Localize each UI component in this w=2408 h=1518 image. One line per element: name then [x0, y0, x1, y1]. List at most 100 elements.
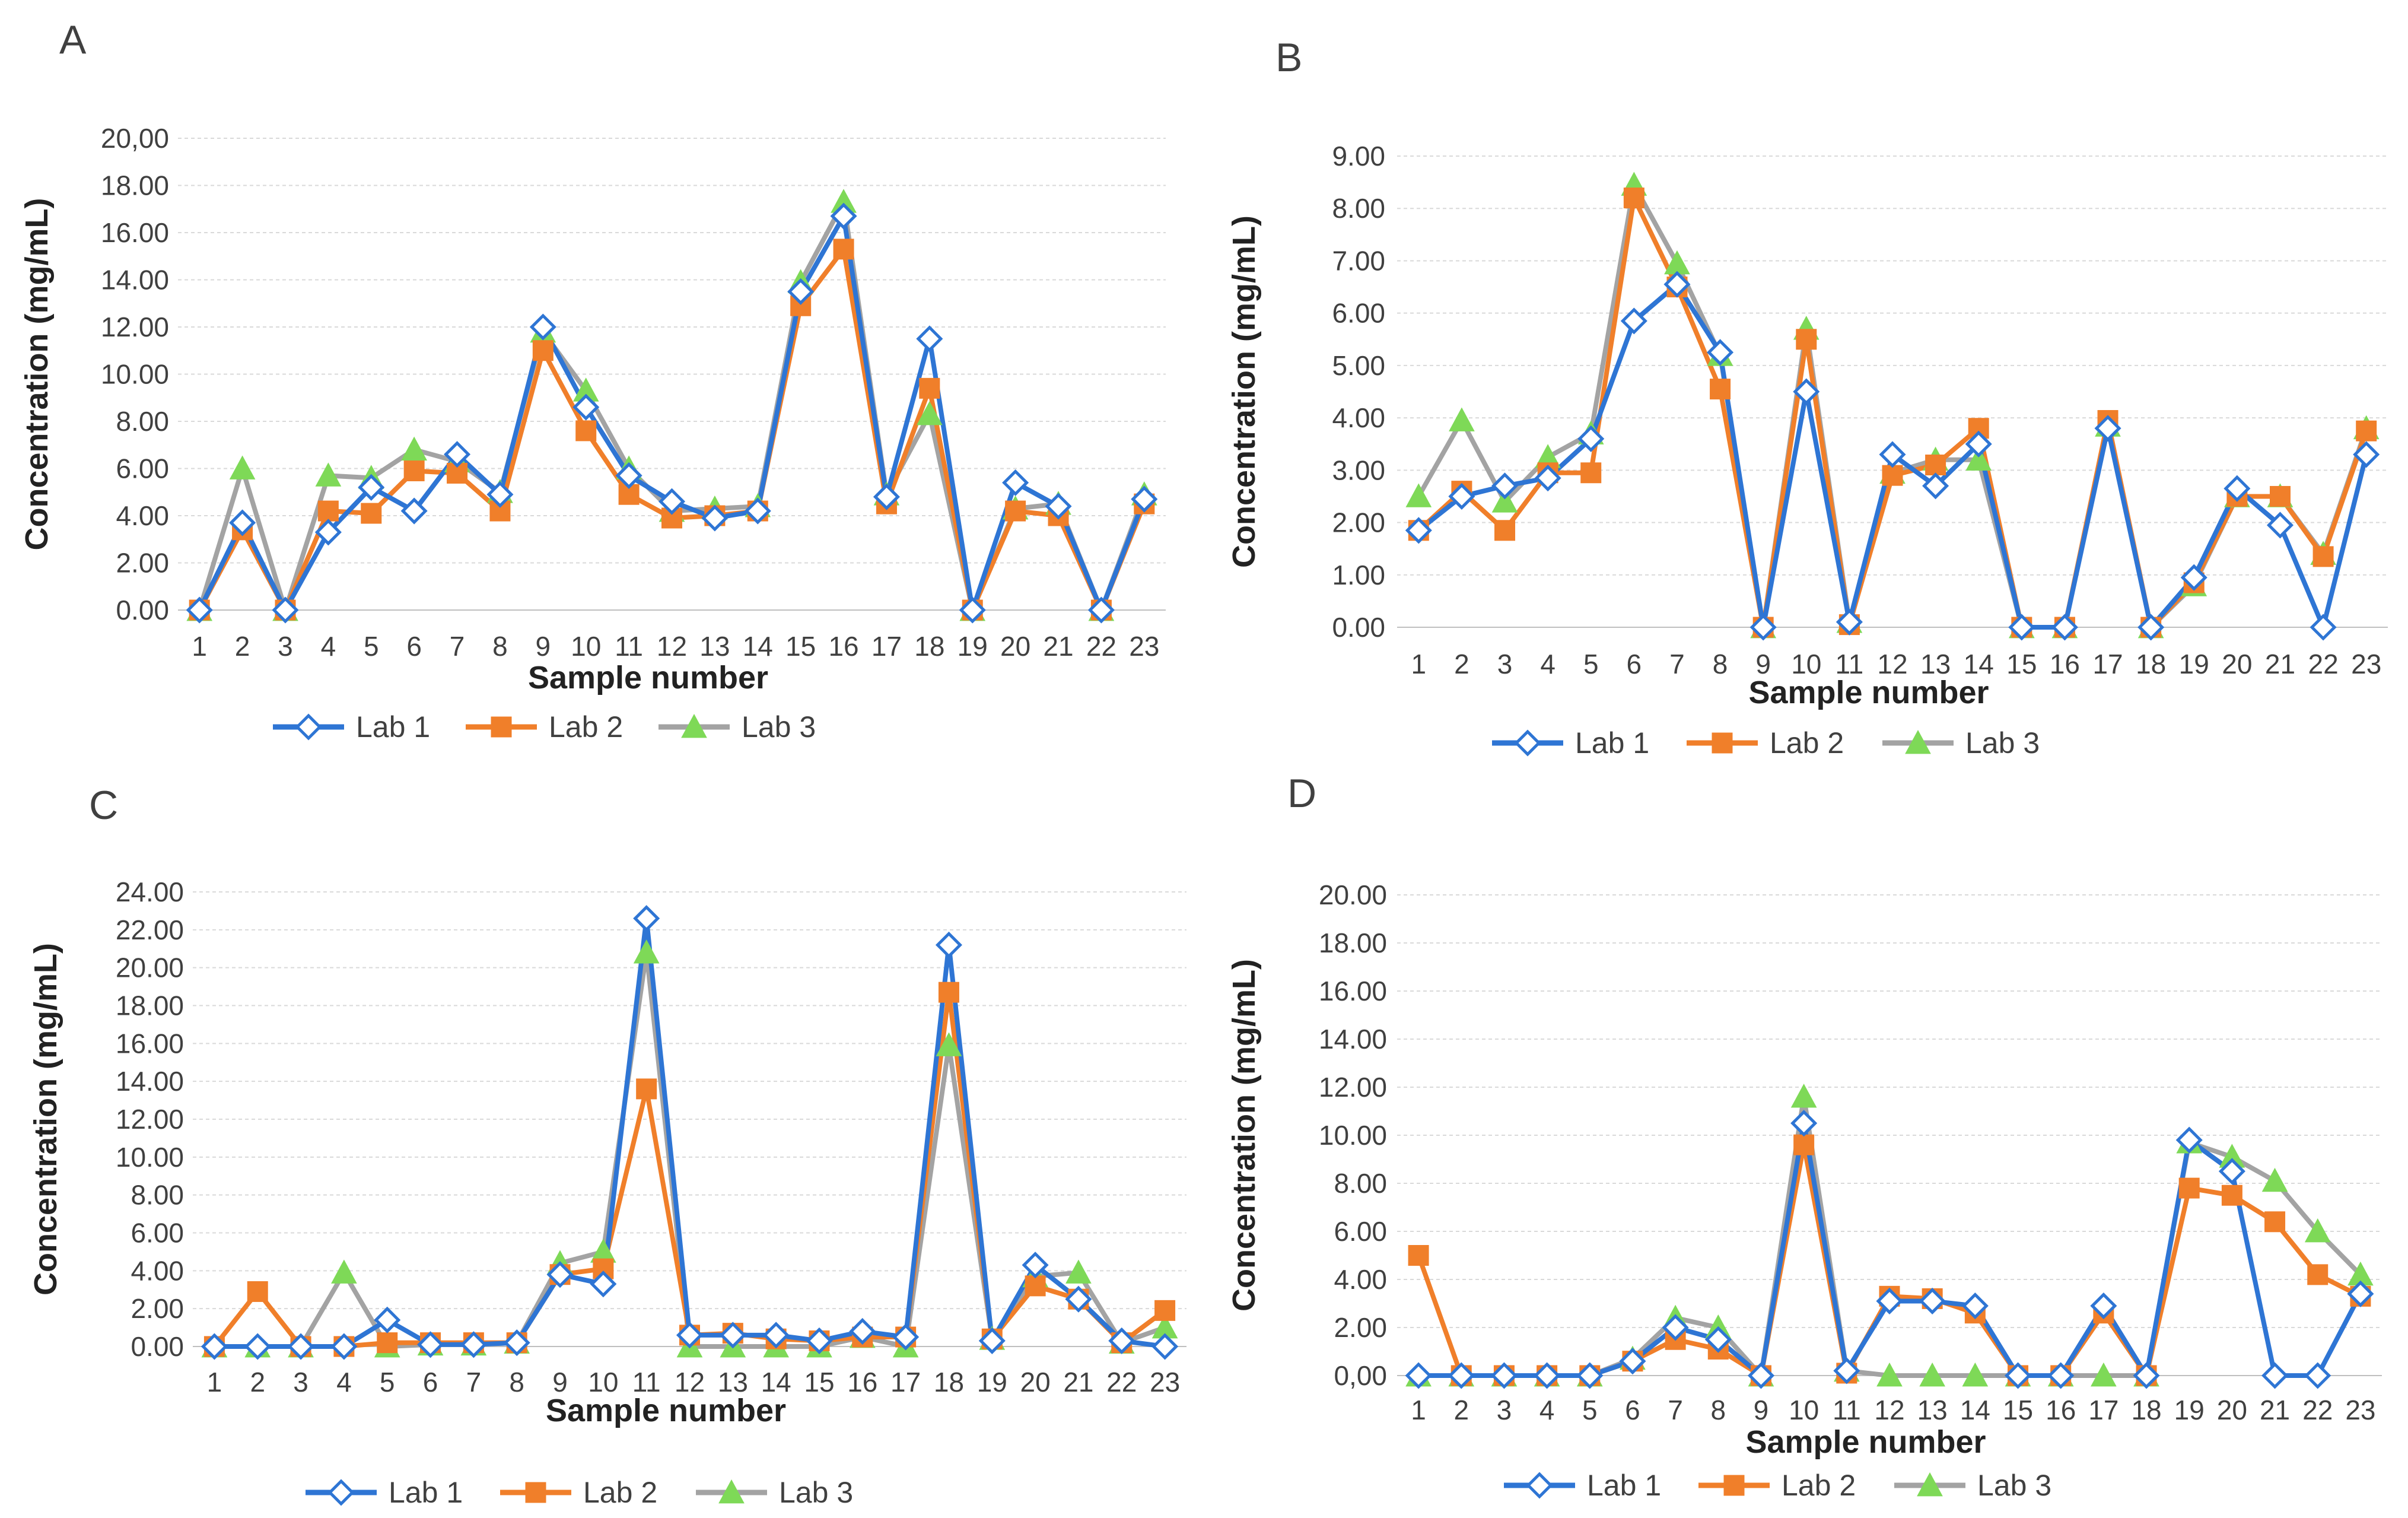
chart-a-legend-item-lab1: Lab 1 — [273, 710, 430, 744]
chart-d-xtick-label: 16 — [2046, 1395, 2076, 1425]
chart-a-point-lab3 — [917, 401, 943, 425]
chart-b-xtick-label: 7 — [1669, 649, 1685, 679]
chart-b-xtick-label: 11 — [1836, 649, 1864, 679]
chart-c-xtick-label: 14 — [761, 1367, 791, 1398]
chart-a-xtick-label: 5 — [364, 631, 379, 662]
chart-a-point-lab1 — [615, 462, 642, 489]
chart-a-point-lab1 — [186, 596, 213, 624]
chart-a-point-lab2 — [317, 500, 339, 522]
chart-d-ytick-label: 20.00 — [1319, 879, 1387, 910]
chart-b-xtick-label: 21 — [2265, 649, 2295, 679]
chart-d-legend-label: Lab 2 — [1782, 1469, 1856, 1502]
chart-c-legend-item-lab3: Lab 3 — [696, 1476, 853, 1509]
chart-b-legend-marker — [1712, 732, 1733, 754]
chart-a-point-lab1 — [400, 497, 428, 525]
chart-d-point-lab3 — [2261, 1167, 2288, 1192]
chart-d-ytick-label: 2.00 — [1334, 1312, 1387, 1343]
chart-a-point-lab1 — [572, 393, 600, 421]
chart-b-point-lab1 — [2180, 564, 2207, 591]
chart-b-xtick-label: 20 — [2222, 649, 2252, 679]
chart-b-point-lab1 — [1749, 614, 1777, 641]
chart-a-ytick-label: 6.00 — [116, 453, 169, 484]
chart-c-point-lab1 — [201, 1333, 228, 1360]
chart-b-point-lab1 — [1965, 430, 1992, 458]
chart-d-point-lab3 — [1876, 1362, 1903, 1387]
chart-d-point-lab2 — [2178, 1177, 2200, 1199]
chart-a-point-lab1 — [1002, 469, 1029, 496]
chart-b-point-lab1 — [1663, 271, 1691, 298]
chart-d-legend-marker — [1723, 1475, 1745, 1496]
chart-d-xtick-label: 4 — [1539, 1395, 1555, 1425]
chart-d-point-lab1 — [1490, 1362, 1518, 1389]
chart-d-markers-lab3 — [1405, 1084, 2374, 1387]
chart-a-xtick-label: 22 — [1086, 631, 1116, 662]
chart-c-point-lab1 — [287, 1333, 314, 1360]
chart-d-xlabel: Sample number — [1745, 1424, 1986, 1460]
chart-a-xtick-label: 15 — [785, 631, 816, 662]
chart-d-ytick-label: 4.00 — [1334, 1264, 1387, 1295]
chart-b-point-lab2 — [1925, 455, 1946, 476]
chart-d-xtick-label: 2 — [1453, 1395, 1469, 1425]
chart-d-point-lab2 — [2221, 1184, 2242, 1206]
chart-a-xtick-label: 8 — [492, 631, 508, 662]
chart-b-point-lab1 — [1793, 378, 1820, 405]
chart-c-legend-marker — [327, 1479, 355, 1506]
chart-a-legend-label: Lab 3 — [742, 710, 816, 744]
chart-c-legend-marker — [718, 1479, 745, 1504]
chart-b-point-lab1 — [2137, 614, 2165, 641]
chart-c-point-lab2 — [1025, 1275, 1046, 1297]
panel-letter-c: C — [89, 783, 118, 828]
chart-c-legend-item-lab2: Lab 2 — [500, 1476, 657, 1509]
chart-c-xtick-label: 1 — [207, 1367, 222, 1398]
chart-b-markers-lab3 — [1405, 172, 2380, 639]
chart-a-xtick-label: 16 — [828, 631, 858, 662]
chart-d-xtick-label: 21 — [2260, 1395, 2290, 1425]
chart-a-point-lab1 — [229, 509, 256, 536]
chart-b-xtick-label: 1 — [1411, 649, 1427, 679]
chart-d-point-lab2 — [2264, 1211, 2286, 1233]
chart-b-ytick-label: 1.00 — [1332, 560, 1385, 590]
chart-c-xtick-label: 4 — [336, 1367, 352, 1398]
chart-d-point-lab1 — [2004, 1362, 2032, 1389]
chart-c-point-lab1 — [892, 1323, 920, 1351]
chart-b-xtick-label: 15 — [2006, 649, 2037, 679]
chart-b-point-lab3 — [1965, 446, 1992, 471]
chart-b-ytick-label: 3.00 — [1332, 455, 1385, 485]
chart-d-xtick-label: 18 — [2131, 1395, 2161, 1425]
chart-b-svg: B 0.00 1.00 2.00 3.00 4.00 5.00 6.00 7.00 8.00 9.… — [1226, 35, 2388, 760]
chart-d-point-lab1 — [1448, 1362, 1475, 1389]
chart-b-xtick-label: 8 — [1713, 649, 1728, 679]
chart-c-ytick-label: 0.00 — [131, 1331, 184, 1362]
chart-d-ytick-label: 0,00 — [1334, 1360, 1387, 1391]
chart-c-xtick-label: 7 — [466, 1367, 482, 1398]
chart-b-xtick-label: 9 — [1755, 649, 1771, 679]
chart-b-point-lab1 — [2051, 614, 2078, 641]
chart-d-xtick-label: 15 — [2003, 1395, 2033, 1425]
chart-b-legend-item-lab3: Lab 3 — [1882, 726, 2040, 760]
chart-a-point-lab2 — [532, 340, 554, 361]
chart-a-point-lab1 — [787, 278, 815, 305]
chart-c-point-lab3 — [1065, 1259, 1092, 1284]
chart-a-svg: A 0.00 2.00 4.00 6.00 8.00 10.00 12.00 14.00 16.… — [19, 17, 1166, 744]
chart-a-point-lab1 — [314, 519, 342, 546]
chart-a-xtick-label: 9 — [536, 631, 551, 662]
chart-b-legend-item-lab1: Lab 1 — [1492, 726, 1649, 760]
chart-d-point-lab1 — [2175, 1126, 2203, 1154]
chart-d-legend-item-lab1: Lab 1 — [1504, 1469, 1661, 1502]
chart-b-xlabel: Sample number — [1748, 675, 1989, 710]
chart-d-point-lab1 — [2047, 1362, 2075, 1389]
chart-c-point-lab1 — [1108, 1327, 1135, 1354]
chart-b-xtick-label: 13 — [1920, 649, 1951, 679]
chart-a-point-lab1 — [873, 483, 900, 510]
chart-d-xtick-label: 23 — [2345, 1395, 2375, 1425]
chart-d-point-lab1 — [1704, 1326, 1732, 1353]
chart-c-xtick-label: 19 — [977, 1367, 1007, 1398]
chart-d-xtick-label: 19 — [2174, 1395, 2205, 1425]
chart-d-ytick-label: 16.00 — [1319, 976, 1387, 1006]
chart-c-xtick-label: 12 — [675, 1367, 705, 1398]
chart-a-ytick-label: 20,00 — [101, 123, 169, 154]
chart-c-ytick-label: 8.00 — [131, 1180, 184, 1211]
chart-b-xtick-label: 6 — [1627, 649, 1642, 679]
chart-a-ytick-label: 16.00 — [101, 217, 169, 248]
chart-c-point-lab1 — [503, 1329, 530, 1357]
